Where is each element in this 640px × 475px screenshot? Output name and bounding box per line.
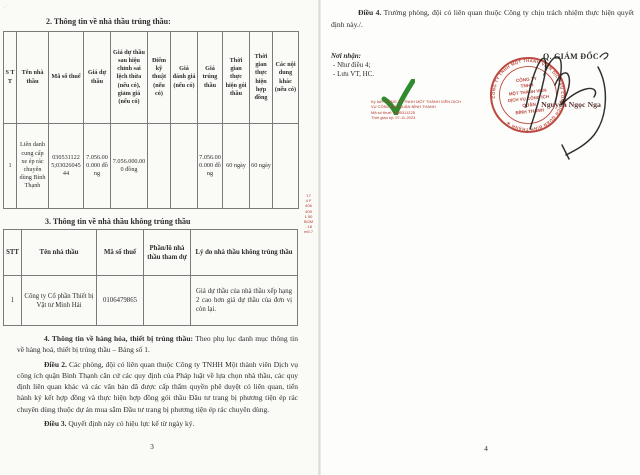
col-header-stt: S T T: [3, 31, 17, 124]
seal-center-line: CÔNG TY: [515, 74, 537, 83]
cell-ma-so-thue: 0305311225;0302604544: [48, 123, 84, 209]
col-header-gia-trung-thau: Giá trúng thầu: [197, 31, 223, 124]
checkmark-icon: [381, 79, 415, 115]
cell-stt: 1: [3, 123, 17, 209]
margin-stamp-line: BOM: [303, 219, 314, 225]
col-header-gia-sau-hieu-chinh: Giá dự thầu sau hiệu chỉnh sai lệch thừa…: [110, 31, 148, 124]
page-number: 4: [484, 444, 488, 453]
signer-name: Nguyễn Ngọc Nga: [541, 100, 601, 109]
paragraph-dieu-3-lead: Điều 3.: [44, 419, 67, 429]
non-winning-bidder-table: STT Tên nhà thầu Mã số thuế Phần/lô nhà …: [3, 229, 298, 326]
seal-center-line: BÌNH THẠNH: [515, 105, 545, 115]
body-paragraphs: 4. Thông tin về hàng hóa, thiết bị trúng…: [17, 333, 298, 432]
seal-center-line: MỘT THÀNH VIÊN: [509, 88, 547, 97]
col-header-thoi-gian-hop-dong: Thời gian thực hiện hợp đồng: [249, 31, 273, 124]
margin-stamp-line: - 18: [305, 224, 312, 230]
paragraph-section-4-lead: 4. Thông tin về hàng hóa, thiết bị trúng…: [44, 334, 193, 343]
digital-signature-block: Ký bởi: CÔNG TY TNHH MỘT THÀNH VIÊN DỊCH…: [371, 79, 475, 121]
cell-ma-so-thue: 0106479865: [96, 275, 144, 326]
col-header-stt: STT: [3, 229, 22, 276]
scan-speckles: ·˙: [4, 6, 8, 11]
cell-ten-nha-thau: Công ty Cổ phần Thiết bị Vật tư Minh Hải: [21, 275, 97, 326]
paragraph-dieu-3-text: Quyết định này có hiệu lực kể từ ngày ký…: [66, 419, 195, 429]
col-header-ten-nha-thau: Tên nhà thầu: [21, 229, 97, 276]
paragraph-dieu-4-text: Trưởng phòng, đội có liên quan thuộc Côn…: [331, 8, 635, 29]
margin-stamp-line: 4 F: [305, 198, 312, 204]
paragraph-section-4-text: Theo phụ lục danh mục thông tin về hàng …: [17, 334, 298, 355]
recipient-item: - Như điều 4;: [333, 61, 371, 70]
table-row: 1 Liên danh cung cấp xe ép rác chuyên dù…: [3, 123, 299, 209]
cell-ten-nha-thau: Liên danh cung cấp xe ép rác chuyên dùng…: [16, 123, 49, 209]
col-header-ma-so-thue: Mã số thuế: [96, 229, 144, 276]
col-header-noi-dung-khac: Các nội dung khác (nếu có): [272, 31, 299, 124]
col-header-ma-so-thue: Mã số thuế: [48, 31, 84, 124]
table-header-row: STT Tên nhà thầu Mã số thuế Phần/lô nhà …: [3, 229, 298, 276]
cell-ly-do: Giá dự thầu của nhà thầu xếp hạng 2 cao …: [190, 275, 298, 326]
table-row: 1 Công ty Cổ phần Thiết bị Vật tư Minh H…: [3, 275, 298, 326]
cell-gia-du-thau: 7.056.000.000 đồng: [83, 123, 111, 209]
cell-thoi-gian-goi-thau: 60 ngày: [222, 123, 250, 209]
col-header-diem-ky-thuat: Điểm kỹ thuật (nếu có): [147, 31, 171, 124]
margin-stamp-line: 1 50: [304, 213, 313, 219]
paragraph-dieu-3: Điều 3. Quyết định này có hiệu lực kể từ…: [17, 418, 298, 429]
col-header-ten-nha-thau: Tên nhà thầu: [16, 31, 49, 124]
cell-thoi-gian-hop-dong: 60 ngày: [249, 123, 273, 209]
cell-phan-lo: [143, 275, 191, 326]
section-2-heading: 2. Thông tin về nhà thầu trúng thầu:: [46, 17, 171, 26]
margin-stamp-line: 409: [305, 208, 312, 214]
cell-gia-trung-thau: 7.056.000.000 đồng: [197, 123, 223, 209]
col-header-phan-lo: Phần/lô nhà thầu tham dự: [143, 229, 191, 276]
digital-signature-line: Thời gian ký: 07-11-2023: [371, 115, 416, 121]
cell-stt: 1: [3, 275, 22, 326]
page-divider: [318, 0, 321, 475]
winning-bidder-table: S T T Tên nhà thầu Mã số thuế Giá dự thầ…: [3, 31, 299, 209]
cell-diem-ky-thuat: [147, 123, 171, 209]
digital-signature-text: Ký bởi: CÔNG TY TNHH MỘT THÀNH VIÊN DỊCH…: [371, 99, 475, 121]
cell-gia-sau-hieu-chinh: 7.056.000.000 đồng: [110, 123, 148, 209]
cell-gia-danh-gia: [170, 123, 198, 209]
page-number: 3: [150, 442, 154, 451]
digital-signature-line: Ký bởi: CÔNG TY TNHH MỘT THÀNH VIÊN DỊCH: [371, 99, 462, 104]
section-3-heading: 3. Thông tin về nhà thầu không trúng thầ…: [45, 217, 191, 226]
paragraph-dieu-4-lead: Điều 4.: [358, 8, 382, 17]
col-header-gia-du-thau: Giá dự thầu: [83, 31, 111, 124]
seal-center-line: QUẬN: [522, 101, 537, 108]
table-header-row: S T T Tên nhà thầu Mã số thuế Giá dự thầ…: [3, 31, 299, 124]
cell-noi-dung-khac: [272, 123, 299, 209]
paragraph-dieu-2: Điều 2. Các phòng, đội có liên quan thuộ…: [17, 359, 298, 415]
digital-signature-line: Mã số thuế: 0305311225: [371, 109, 415, 115]
recipients-block: Nơi nhận: - Như điều 4; - Lưu VT, HC.: [331, 52, 374, 80]
document-page-3: ·˙ 2. Thông tin về nhà thầu trúng thầu: …: [0, 0, 319, 475]
margin-stamp-line: 17: [306, 193, 311, 198]
seal-center-line: TNHH: [520, 82, 534, 88]
recipient-item: - Lưu VT, HC.: [333, 70, 375, 79]
col-header-gia-danh-gia: Giá đánh giá (nếu có): [170, 31, 198, 124]
red-margin-stamp: 17 4 F 406 409 1 50 BOM - 18 m5.7: [300, 193, 317, 235]
paragraph-dieu-2-text: Các phòng, đội có liên quan thuộc Công t…: [17, 359, 298, 414]
col-header-thoi-gian-goi-thau: Thời gian thực hiện gói thầu: [222, 31, 250, 124]
paragraph-dieu-4: Điều 4. Trưởng phòng, đội có liên quan t…: [331, 7, 634, 30]
handwritten-signature: [525, 52, 609, 160]
paragraph-section-4: 4. Thông tin về hàng hóa, thiết bị trúng…: [17, 333, 298, 356]
digital-signature-line: VỤ CÔNG ÍCH QUẬN BÌNH THẠNH: [371, 104, 436, 110]
margin-stamp-line: 406: [305, 203, 312, 209]
recipients-heading: Nơi nhận:: [331, 52, 362, 60]
margin-stamp-line: m5.7: [304, 229, 313, 235]
document-page-4: Điều 4. Trưởng phòng, đội có liên quan t…: [321, 0, 640, 475]
col-header-ly-do: Lý do nhà thầu không trúng thầu: [190, 229, 298, 276]
signer-title: Q. GIÁM ĐỐC: [543, 52, 599, 61]
paragraph-dieu-2-lead: Điều 2.: [44, 359, 67, 369]
